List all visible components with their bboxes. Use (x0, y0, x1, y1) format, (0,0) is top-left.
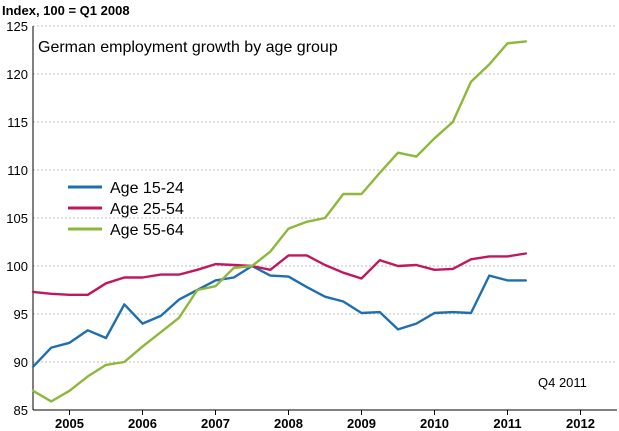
y-tick-labels: 85 90 95 100 105 110 115 120 125 (6, 19, 28, 418)
series-line-age-15-24 (31, 264, 527, 368)
series-lines (31, 40, 527, 403)
x-tick-label: 2010 (420, 416, 449, 431)
y-tick-label: 95 (14, 307, 28, 322)
legend-item-age-55-64: Age 55-64 (68, 222, 184, 239)
y-axis-unit-label: Index, 100 = Q1 2008 (2, 3, 130, 18)
x-tick-label: 2005 (55, 416, 84, 431)
x-tick-label: 2008 (274, 416, 303, 431)
legend-item-age-25-54: Age 25-54 (68, 201, 184, 218)
series-line-age-55-64 (31, 40, 527, 403)
legend-label: Age 25-54 (110, 201, 184, 218)
chart-title: German employment growth by age group (38, 39, 338, 56)
series-line-age-25-54 (31, 252, 527, 296)
x-tick-label: 2011 (493, 416, 521, 431)
axes (32, 26, 617, 411)
y-tick-label: 120 (6, 67, 28, 82)
y-tick-label: 110 (7, 163, 28, 178)
y-tick-label: 85 (14, 403, 28, 418)
date-note: Q4 2011 (538, 375, 587, 390)
y-tick-label: 125 (6, 19, 28, 34)
x-tick-labels: 2005 2006 2007 2008 2009 2010 2011 2012 (55, 410, 595, 431)
x-tick-label: 2007 (201, 416, 230, 431)
x-tick-label: 2006 (128, 416, 157, 431)
legend-label: Age 55-64 (110, 222, 184, 239)
legend: Age 15-24 Age 25-54 Age 55-64 (68, 180, 184, 239)
y-tick-label: 100 (6, 259, 28, 274)
legend-item-age-15-24: Age 15-24 (68, 180, 184, 197)
y-tick-label: 90 (14, 355, 28, 370)
x-tick-label: 2009 (347, 416, 376, 431)
y-tick-label: 115 (7, 115, 28, 130)
x-tick-label: 2012 (566, 416, 595, 431)
y-tick-label: 105 (6, 211, 28, 226)
legend-label: Age 15-24 (110, 180, 184, 197)
